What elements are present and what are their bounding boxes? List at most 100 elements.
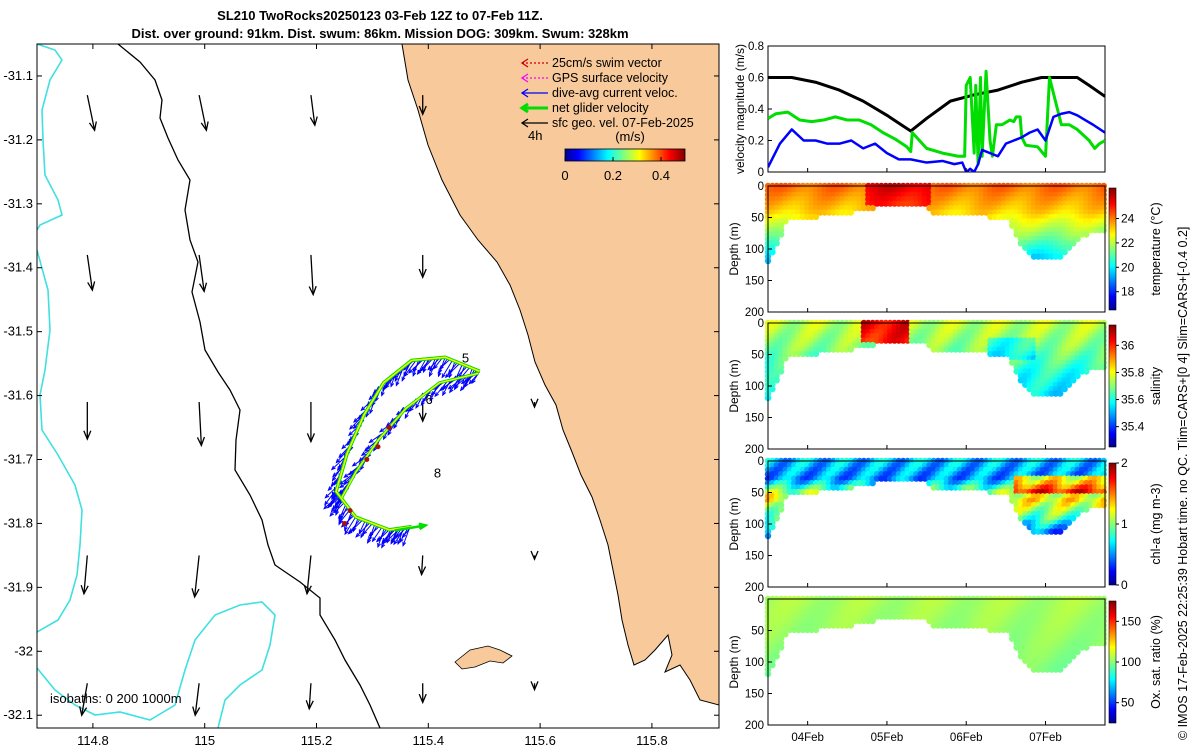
section-dot — [1052, 231, 1060, 238]
section-dot — [860, 324, 868, 331]
section-dot — [782, 622, 789, 629]
sfc-velocity-arrow-shaft — [81, 683, 88, 716]
section-dot — [865, 324, 872, 331]
dive-avg-current-arrow-shaft — [463, 375, 471, 388]
section-dot — [773, 240, 780, 247]
section-dot — [782, 196, 789, 203]
section-dot — [1009, 209, 1016, 216]
section-dot — [1052, 235, 1060, 243]
section-dot — [1087, 187, 1094, 194]
dive-avg-current-arrow-head — [368, 438, 374, 444]
section-dot — [769, 661, 776, 669]
section-dot — [1057, 644, 1064, 651]
section-dot — [978, 479, 985, 487]
swim-vector-marker — [386, 425, 392, 431]
section-dot — [956, 484, 964, 491]
sfc-velocity-arrow-head — [308, 285, 317, 297]
velocity-series-2 — [768, 110, 1105, 172]
dive-avg-current-arrow-head — [332, 493, 338, 498]
section-dot — [1035, 213, 1042, 221]
section-dot — [1022, 200, 1029, 207]
section-dot — [852, 337, 859, 344]
colorbar-tick-label: 35.8 — [1121, 365, 1145, 379]
section-dot — [812, 350, 820, 358]
section-dot — [956, 475, 964, 482]
section-dot — [987, 200, 994, 207]
sfc-velocity-arrow-shaft — [420, 555, 424, 575]
section-dot — [1052, 471, 1060, 478]
section-dot — [782, 484, 789, 491]
section-dot — [943, 622, 950, 629]
section-dot — [1043, 666, 1051, 673]
section-dot — [782, 600, 789, 607]
section-dot — [1052, 666, 1060, 673]
section-dot — [843, 337, 850, 344]
section-dot — [974, 600, 981, 607]
section-dot — [1009, 333, 1016, 340]
section-dot — [1043, 497, 1051, 504]
section-dot — [786, 622, 793, 629]
sfc-velocity-arrow-head — [418, 693, 427, 705]
section-dot — [773, 600, 780, 607]
section-dot — [799, 200, 807, 207]
section-dot — [995, 333, 1003, 340]
colorbar-label: temperature (°C) — [1149, 202, 1163, 295]
section-dot — [1057, 346, 1064, 353]
section-dot — [838, 613, 846, 620]
section-dot — [773, 231, 780, 238]
section-dot — [1065, 187, 1073, 194]
section-dot — [908, 333, 916, 340]
section-dot — [1078, 506, 1086, 513]
section-dot — [1009, 341, 1016, 349]
section-dot — [1030, 604, 1038, 611]
swim-vector-marker — [347, 508, 353, 514]
section-dot — [1074, 196, 1081, 203]
section-dot — [956, 209, 964, 216]
section-dot — [952, 209, 959, 216]
dive-avg-current-arrow-head — [368, 531, 374, 537]
sfc-velocity-arrow-shaft — [86, 95, 96, 131]
section-dot — [1057, 604, 1064, 611]
section-dot — [782, 493, 789, 500]
section-dot — [1074, 218, 1081, 225]
section-dot — [1035, 244, 1042, 251]
section-dot — [886, 462, 894, 469]
section-dot — [777, 644, 785, 651]
section-dot — [1030, 337, 1038, 344]
section-y-tick-label: 0 — [758, 456, 764, 468]
sfc-velocity-arrow-head — [83, 430, 92, 441]
section-dot — [886, 609, 894, 616]
section-dot — [1000, 187, 1007, 194]
section-dot — [1087, 631, 1094, 638]
section-dot — [1052, 346, 1060, 353]
section-dot — [795, 475, 802, 482]
section-dot — [956, 466, 964, 473]
section-dot — [1030, 368, 1038, 375]
section-dot — [1043, 333, 1051, 340]
dive-avg-current-arrow-head — [362, 530, 368, 535]
section-dot — [995, 350, 1003, 358]
section-dot — [852, 462, 859, 469]
dive-avg-current-arrow-head — [412, 371, 417, 378]
section-dot — [1035, 187, 1042, 194]
section-dot — [987, 462, 994, 469]
sfc-velocity-arrow-head — [79, 706, 88, 717]
lat-tick-label: -32.1 — [3, 707, 33, 722]
dive-avg-current-arrow — [366, 525, 378, 544]
section-dot — [799, 328, 807, 335]
dive-avg-current-arrow-shaft — [448, 361, 456, 378]
colorbar-label: Ox. sat. ratio (%) — [1149, 615, 1163, 709]
section-dot — [1096, 600, 1103, 607]
sfc-velocity-arrow — [86, 95, 97, 132]
section-dot — [1078, 626, 1086, 634]
section-dot — [1057, 213, 1064, 221]
section-dot — [817, 337, 824, 344]
section-dot — [838, 462, 846, 469]
dive-avg-current-arrow-head — [407, 369, 413, 374]
section-dot — [782, 213, 789, 221]
section-dot — [943, 333, 950, 340]
section-dot — [1043, 390, 1051, 397]
section-dot — [865, 200, 872, 207]
section-dot — [782, 475, 789, 482]
section-dot — [1030, 218, 1038, 225]
